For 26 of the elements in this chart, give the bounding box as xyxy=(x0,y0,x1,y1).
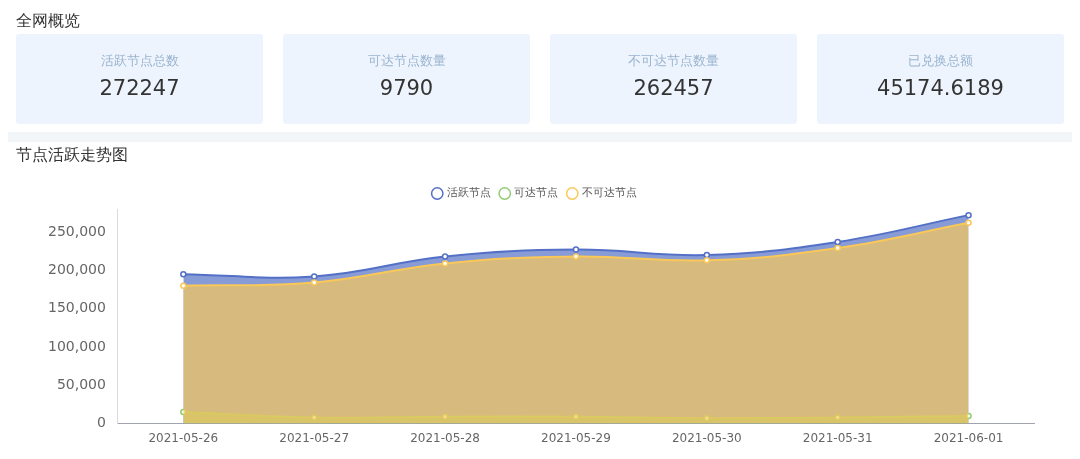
text: 活跃节点总数 xyxy=(99,52,180,70)
chart-title: 节点活跃走势图 xyxy=(16,144,129,166)
y-tick-label: 0 xyxy=(96,414,106,431)
text: 262457 xyxy=(632,76,715,100)
text: 可达节点数量 xyxy=(366,52,447,70)
y-tick-label: 100,000 xyxy=(47,337,106,354)
text: 全网概览 xyxy=(16,10,81,32)
y-tick-label: 250,000 xyxy=(47,222,106,239)
legend-label: 可达节点 xyxy=(514,186,559,200)
y-tick-label: 200,000 xyxy=(47,260,106,277)
legend-label: 活跃节点 xyxy=(446,186,491,200)
text: 45174.6189 xyxy=(876,76,1005,100)
x-tick-label: 2021-05-28 xyxy=(410,430,480,445)
legend-label: 不可达节点 xyxy=(581,186,637,200)
x-tick-label: 2021-05-26 xyxy=(148,430,219,445)
x-tick-label: 2021-05-31 xyxy=(802,430,873,445)
x-tick-label: 2021-05-27 xyxy=(279,430,350,445)
text: 已兑换总额 xyxy=(907,52,974,70)
x-tick-label: 2021-05-30 xyxy=(671,430,742,445)
text: 272247 xyxy=(98,76,181,100)
x-tick-label: 2021-06-01 xyxy=(933,430,1004,445)
text: 9790 xyxy=(378,76,435,100)
y-tick-label: 50,000 xyxy=(56,375,106,392)
x-tick-label: 2021-05-29 xyxy=(541,430,611,445)
text: 不可达节点数量 xyxy=(627,52,720,70)
y-tick-label: 150,000 xyxy=(47,299,106,316)
